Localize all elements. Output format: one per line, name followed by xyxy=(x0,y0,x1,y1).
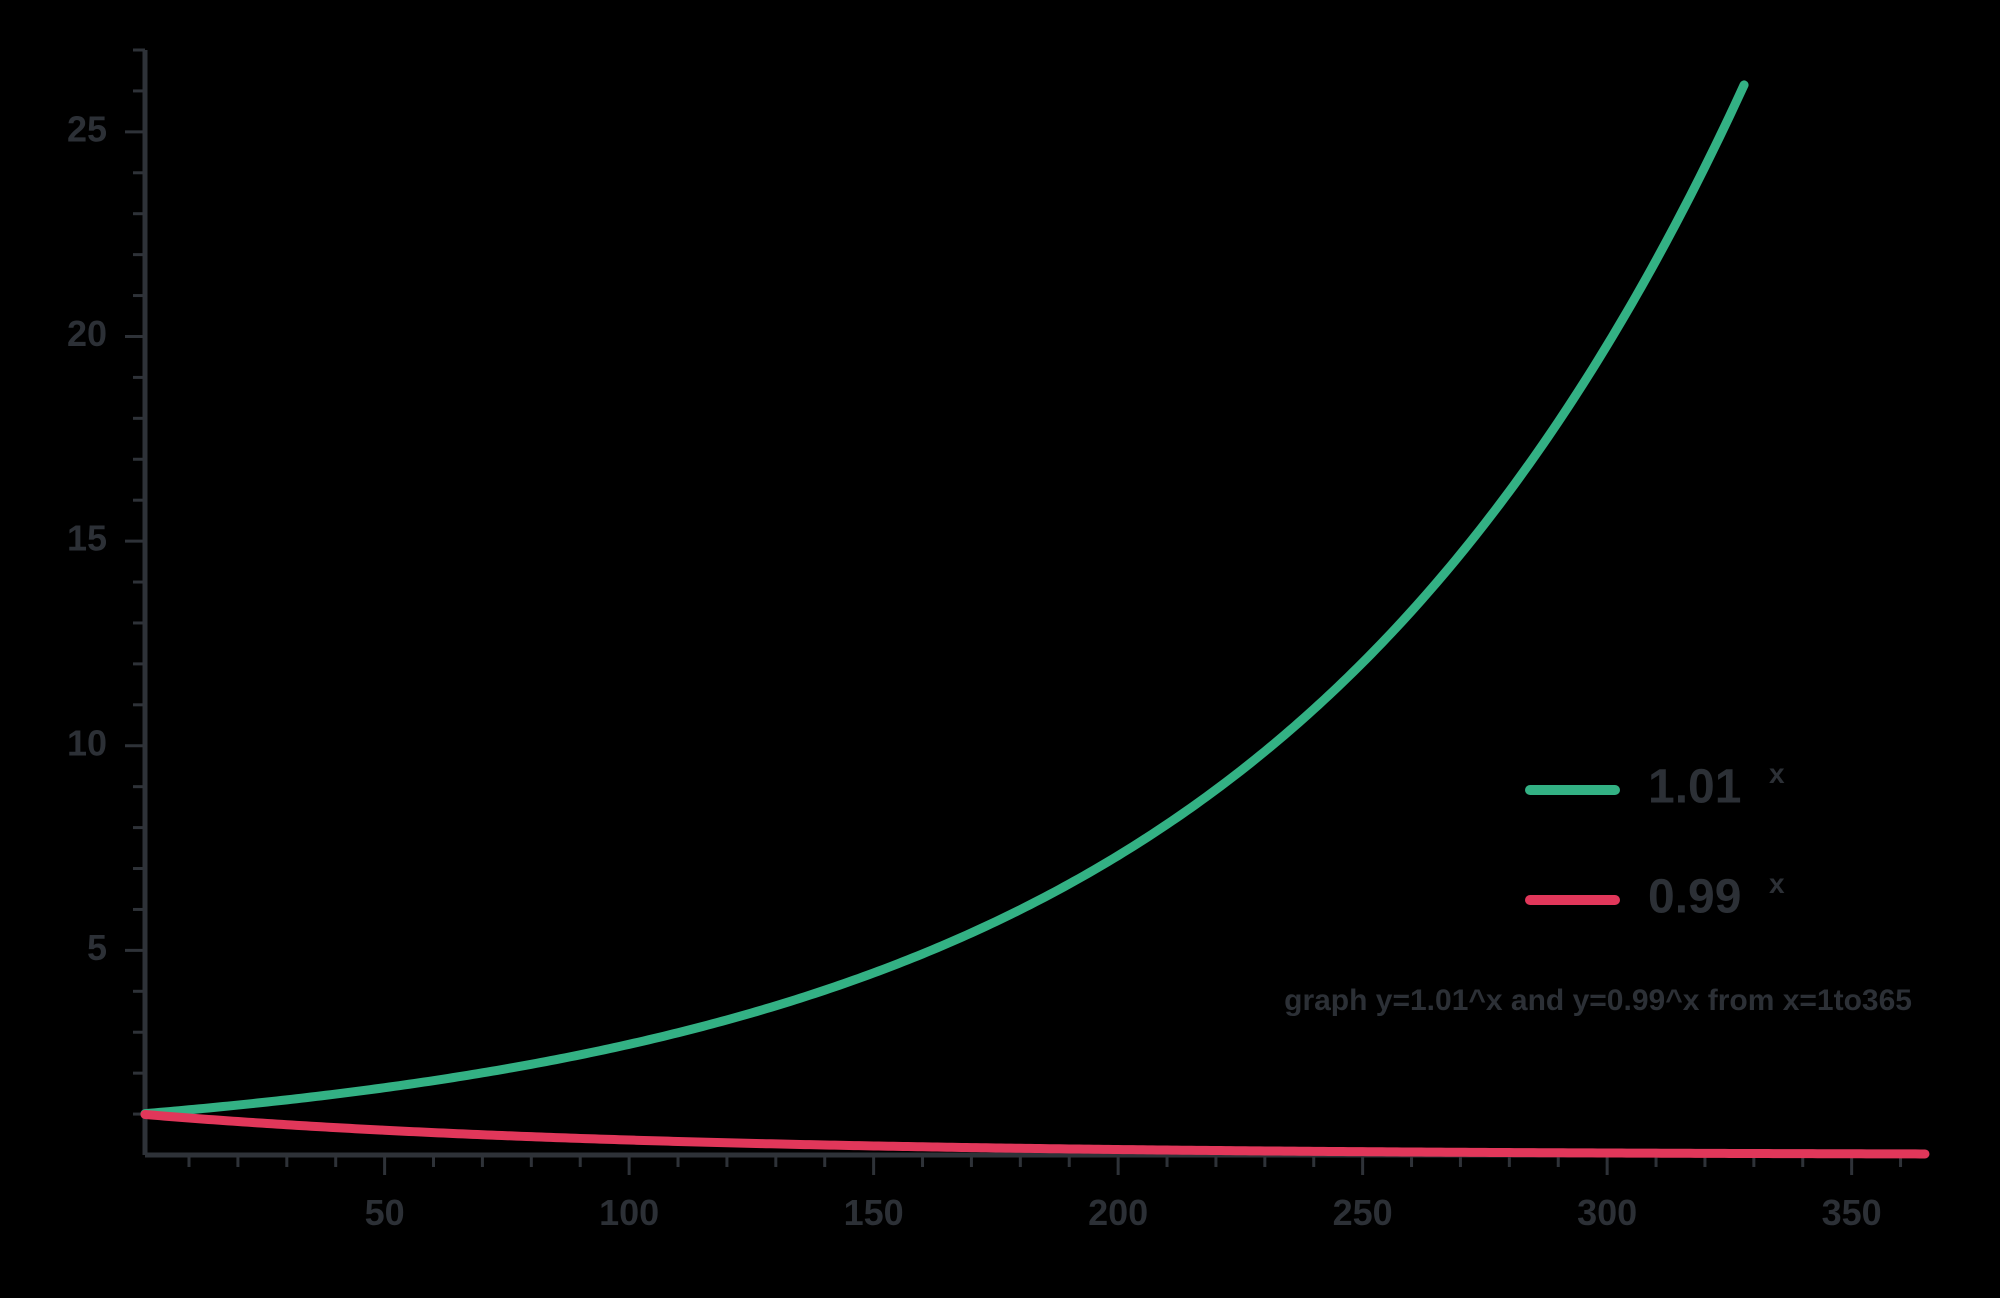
legend-label-decay: 0.99 xyxy=(1648,871,1741,924)
y-tick-label: 20 xyxy=(67,313,107,354)
legend-exp-growth: x xyxy=(1769,758,1785,789)
y-tick-label: 10 xyxy=(67,722,107,763)
x-tick-label: 250 xyxy=(1333,1192,1393,1233)
chart-background xyxy=(0,0,2000,1298)
y-tick-label: 25 xyxy=(67,108,107,149)
x-tick-label: 300 xyxy=(1577,1192,1637,1233)
legend-swatch-growth xyxy=(1525,785,1620,795)
chart-svg: 50 100 150 200 250 300 350 5 10 15 20 25 1.01 x 0.99 x g… xyxy=(0,0,2000,1298)
y-tick-label: 15 xyxy=(67,518,107,559)
legend-exp-decay: x xyxy=(1769,868,1785,899)
y-tick-label: 5 xyxy=(87,927,107,968)
chart-caption: graph y=1.01^x and y=0.99^x from x=1to36… xyxy=(1284,984,1912,1017)
x-tick-label: 150 xyxy=(844,1192,904,1233)
x-tick-label: 200 xyxy=(1088,1192,1148,1233)
x-tick-label: 350 xyxy=(1822,1192,1882,1233)
legend-label-growth: 1.01 xyxy=(1648,761,1741,814)
x-tick-label: 100 xyxy=(599,1192,659,1233)
exponential-chart: 50 100 150 200 250 300 350 5 10 15 20 25 1.01 x 0.99 x g… xyxy=(0,0,2000,1298)
legend-swatch-decay xyxy=(1525,895,1620,905)
x-tick-label: 50 xyxy=(365,1192,405,1233)
